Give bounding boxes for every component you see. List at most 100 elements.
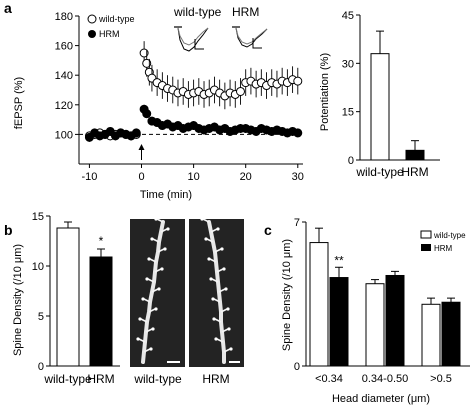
bar-wild-type xyxy=(370,53,390,161)
y-tick-label: 7 xyxy=(294,217,300,229)
spine-density-ylabel: Spine Density (/10 μm) xyxy=(12,244,24,356)
legend-marker-hrm xyxy=(88,30,96,38)
x-category-label: HRM xyxy=(401,165,428,179)
y-tick-label: 160 xyxy=(55,41,73,53)
spine-density-axes: 0 5 10 15 xyxy=(32,211,120,373)
legend-label-wild-type-c: wild-type xyxy=(433,231,466,240)
spine xyxy=(145,328,153,333)
y-tick-label: 45 xyxy=(342,10,354,22)
head-diameter-xlabel: Head diameter (μm) xyxy=(332,393,430,405)
head-diameter-ylabel: Spine Density (/10 μm) xyxy=(281,239,293,351)
spine-head xyxy=(154,217,158,221)
data-point-wild-type xyxy=(293,76,303,86)
spine-head xyxy=(220,247,224,251)
x-category-label: 0.34-0.50 xyxy=(362,373,408,385)
x-tick-label: 10 xyxy=(187,171,199,183)
spine-head xyxy=(204,237,208,241)
spine xyxy=(210,228,218,233)
spine xyxy=(143,298,151,303)
spine xyxy=(156,218,164,223)
spine xyxy=(214,318,222,323)
tetanus-arrow-head xyxy=(138,144,145,150)
spine-head xyxy=(160,267,164,271)
spine xyxy=(151,288,159,293)
x-category-label: wild-type xyxy=(355,165,404,179)
inset-label-hrm: HRM xyxy=(232,5,259,19)
spine xyxy=(209,258,217,263)
potentiation-ylabel: Potentiation (%) xyxy=(319,53,331,131)
spine-head xyxy=(229,347,233,351)
y-tick-label: 15 xyxy=(342,107,354,119)
spine-head xyxy=(209,277,213,281)
panel-label-a: a xyxy=(4,0,12,16)
spine-head xyxy=(150,237,154,241)
significance-marker: ** xyxy=(334,253,344,267)
time-course-axes: 100 120 140 160 180 -10 0 10 20 30 xyxy=(55,11,304,183)
inset-label-wild-type: wild-type xyxy=(173,5,222,19)
y-tick-label: 120 xyxy=(55,100,73,112)
spine-head xyxy=(145,277,149,281)
spine-head xyxy=(141,297,145,301)
spine-head xyxy=(214,337,218,341)
legend-label-hrm: HRM xyxy=(99,29,120,39)
spine-head xyxy=(149,347,153,351)
spine-head xyxy=(200,217,204,221)
dendrite-shapes xyxy=(136,217,233,364)
x-category-label: >0.5 xyxy=(430,373,452,385)
spine-head xyxy=(163,247,167,251)
spine-head xyxy=(157,287,161,291)
spine xyxy=(211,278,219,283)
spine-head xyxy=(216,227,220,231)
x-category-label: <0.34 xyxy=(315,373,343,385)
y-tick-label: 0 xyxy=(294,361,300,373)
spine-head xyxy=(226,307,230,311)
spine xyxy=(149,258,157,263)
spine xyxy=(216,268,224,273)
bar-wild-type xyxy=(421,303,441,367)
head-diameter-bar-chart: 0 7 <0.34 0.34-0.50 >0.5 ** Spine Density (/… xyxy=(281,217,470,405)
x-tick-label: -10 xyxy=(81,171,97,183)
spine-head xyxy=(212,317,216,321)
head-diameter-marks: <0.34 0.34-0.50 >0.5 ** xyxy=(309,227,461,385)
spine-head xyxy=(166,227,170,231)
significance-marker: * xyxy=(99,234,104,248)
data-point-wild-type xyxy=(235,86,245,96)
time-course-plot: 100 120 140 160 180 -10 0 10 20 30 Time (min) fEP… xyxy=(13,5,304,201)
dendrite-images: wild-type HRM xyxy=(130,217,244,386)
spine xyxy=(140,318,148,323)
bar-wild-type xyxy=(309,242,329,367)
legend-swatch-wild-type xyxy=(420,230,432,239)
spine xyxy=(221,328,229,333)
legend-marker-wild-type xyxy=(87,14,97,24)
spine xyxy=(143,348,151,353)
spine xyxy=(216,338,224,343)
spine xyxy=(214,248,222,253)
spine xyxy=(157,248,165,253)
y-tick-label: 180 xyxy=(55,11,73,23)
data-point-hrm xyxy=(142,109,152,119)
image-label-hrm: HRM xyxy=(202,372,229,386)
time-xlabel: Time (min) xyxy=(140,189,192,201)
bar-hrm xyxy=(441,301,461,367)
spine-head xyxy=(151,327,155,331)
data-point-hrm xyxy=(131,128,141,138)
spine xyxy=(138,338,146,343)
potentiation-axes: 0 15 30 45 xyxy=(342,10,440,167)
time-course-marks xyxy=(84,41,303,142)
inset-trace-wild-type xyxy=(174,26,209,52)
spine-head xyxy=(211,297,215,301)
y-tick-label: 100 xyxy=(55,129,73,141)
bar-wild-type xyxy=(56,227,80,367)
spine-head xyxy=(227,327,231,331)
legend-label-wild-type: wild-type xyxy=(98,14,135,24)
spine xyxy=(220,308,228,313)
bar-hrm xyxy=(405,149,425,161)
spine-head xyxy=(136,337,140,341)
spine xyxy=(147,278,155,283)
image-label-wild-type: wild-type xyxy=(133,372,182,386)
dendrite-image-hrm xyxy=(189,219,244,367)
spine xyxy=(202,218,210,223)
spine xyxy=(206,238,214,243)
